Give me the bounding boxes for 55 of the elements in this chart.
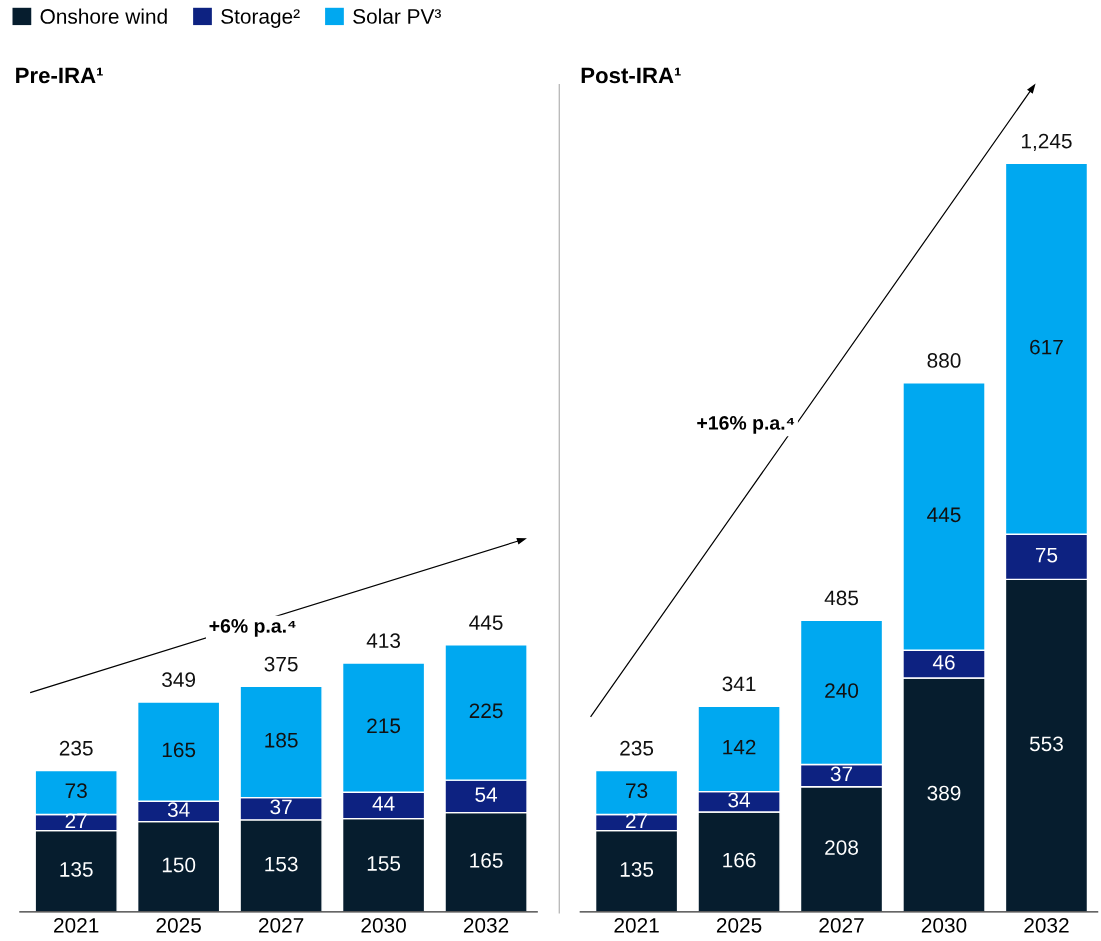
total-label: 235: [59, 740, 93, 756]
data-label: 617: [1030, 339, 1063, 355]
data-label: 553: [1029, 736, 1063, 752]
data-label: 135: [60, 862, 93, 877]
data-label: 153: [265, 856, 298, 872]
data-label: 46: [932, 654, 955, 670]
x-tick-label: 2030: [921, 917, 967, 933]
x-tick-label: 2021: [614, 917, 659, 933]
text: +6% p.a.⁴: [209, 619, 296, 637]
data-label: 34: [167, 802, 190, 818]
annotation: +16% p.a.⁴: [697, 416, 795, 434]
data-label: 240: [825, 683, 859, 698]
data-label: 208: [825, 840, 858, 855]
x-tick-label: 2032: [1024, 917, 1069, 933]
data-label: 185: [265, 732, 298, 748]
data-label: 54: [475, 787, 498, 802]
x-tick-label: 2025: [156, 917, 201, 933]
legend-label: Storage²: [221, 9, 300, 28]
total-label: 341: [722, 676, 756, 692]
total-label: 445: [469, 615, 503, 630]
data-label: 165: [162, 742, 196, 758]
total-label: 349: [162, 672, 196, 688]
data-label: 225: [469, 703, 503, 719]
data-label: 155: [367, 856, 401, 871]
data-label: 135: [620, 862, 654, 877]
data-label: 142: [723, 739, 756, 755]
data-label: 34: [728, 792, 751, 808]
total-label: 1,245: [1021, 133, 1072, 151]
total-label: 485: [824, 590, 859, 606]
data-label: 215: [367, 718, 401, 734]
data-label: 37: [830, 766, 853, 782]
total-label: 375: [264, 656, 298, 672]
data-label: 75: [1035, 547, 1058, 563]
data-label: 73: [65, 783, 87, 799]
x-tick-label: 2030: [361, 917, 406, 933]
data-label: 73: [626, 783, 648, 799]
data-label: 165: [470, 853, 503, 868]
x-tick-label: 2027: [819, 917, 864, 933]
chart-title: Pre-IRA¹: [16, 67, 103, 84]
x-tick-label: 2027: [258, 917, 304, 933]
data-label: 37: [270, 799, 292, 815]
data-label: 389: [927, 785, 961, 801]
legend-label: Onshore wind: [40, 8, 167, 24]
total-label: 413: [366, 633, 401, 648]
data-label: 445: [927, 507, 961, 523]
legend-label: Solar PV³: [353, 8, 441, 24]
chart-title: Post-IRA¹: [581, 67, 681, 84]
total-label: 880: [927, 353, 961, 368]
x-tick-label: 2032: [463, 917, 509, 933]
data-label: 44: [372, 796, 395, 811]
data-label: 166: [723, 852, 756, 868]
total-label: 235: [620, 740, 654, 756]
x-tick-label: 2025: [716, 917, 762, 933]
x-tick-label: 2021: [54, 917, 99, 933]
data-label: 150: [162, 857, 196, 873]
